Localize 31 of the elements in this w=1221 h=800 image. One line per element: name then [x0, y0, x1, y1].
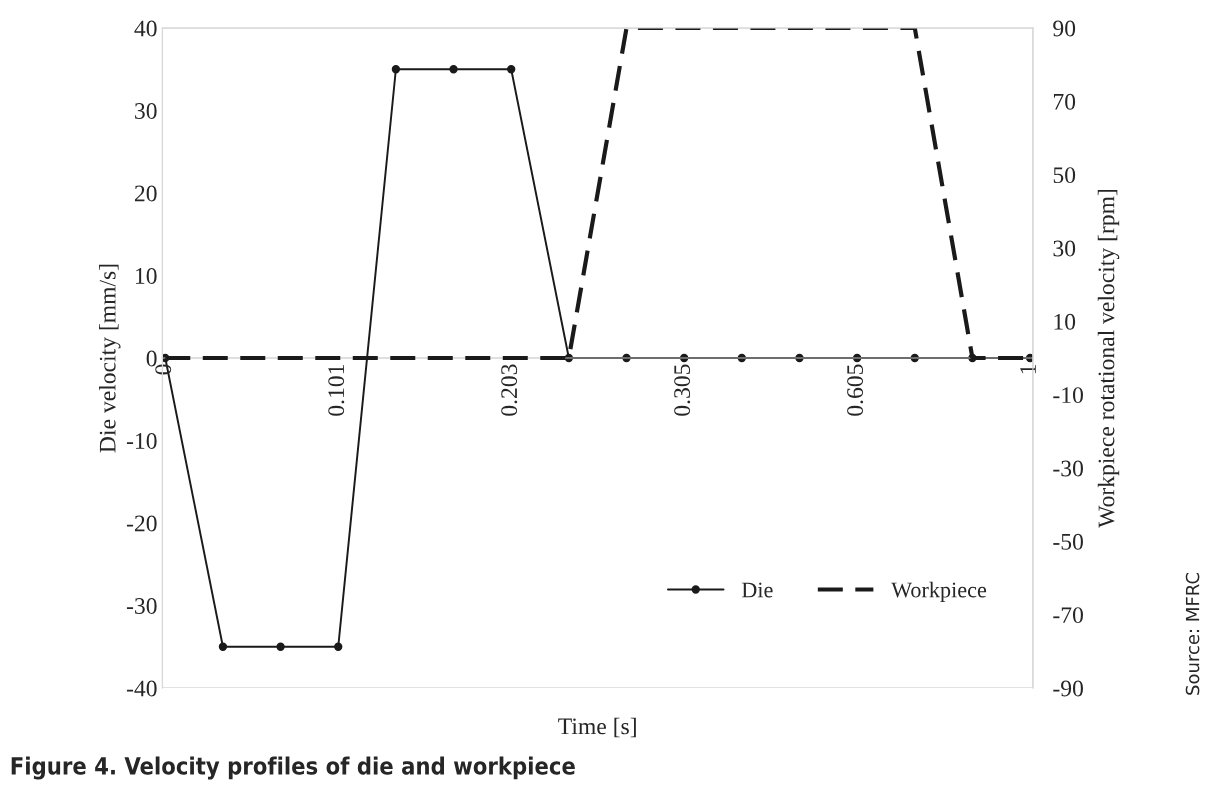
- x-tick-label: 0.605: [847, 364, 864, 416]
- y-tick-label: -20: [126, 515, 157, 532]
- y2-tick-label: 30: [1053, 240, 1076, 257]
- y2-tick-label: 50: [1053, 167, 1076, 184]
- x-tick-label: 0.101: [328, 364, 345, 416]
- y-tick-label: 30: [135, 102, 157, 119]
- source-note: Source: MFRC: [1185, 572, 1200, 695]
- y2-tick-label: -90: [1053, 680, 1083, 697]
- y-axis-title: Die velocity [mm/s]: [99, 264, 121, 453]
- y2-tick-label: -50: [1053, 533, 1083, 550]
- legend-label: Workpiece: [891, 581, 987, 602]
- x-tick-label: 1: [1020, 364, 1036, 374]
- y2-tick-label: 10: [1054, 313, 1076, 330]
- y2-tick-label: -70: [1053, 607, 1083, 624]
- y-tick-label: 20: [134, 185, 157, 202]
- y2-tick-label: 90: [1053, 20, 1076, 37]
- x-axis-title: Time [s]: [558, 717, 636, 738]
- x-tick-label: 0.203: [501, 364, 518, 416]
- y-tick-label: -10: [126, 432, 157, 449]
- y-tick-label: 10: [136, 267, 157, 284]
- y2-tick-label: -10: [1053, 387, 1083, 404]
- text: Figure 4. Velocity profiles of die and workpiece: [11, 756, 575, 780]
- y-tick-label: 40: [134, 20, 157, 37]
- y-tick-label: -30: [126, 597, 157, 614]
- y2-axis-title: Workpiece rotational velocity [rpm]: [1097, 189, 1120, 528]
- x-tick-label: 0: [155, 364, 172, 375]
- y2-tick-label: 70: [1053, 93, 1076, 110]
- legend-label: Die: [741, 582, 773, 598]
- x-tick-label: 0.305: [674, 364, 691, 416]
- y-tick-label: -40: [126, 680, 157, 697]
- y2-tick-label: -30: [1053, 460, 1083, 477]
